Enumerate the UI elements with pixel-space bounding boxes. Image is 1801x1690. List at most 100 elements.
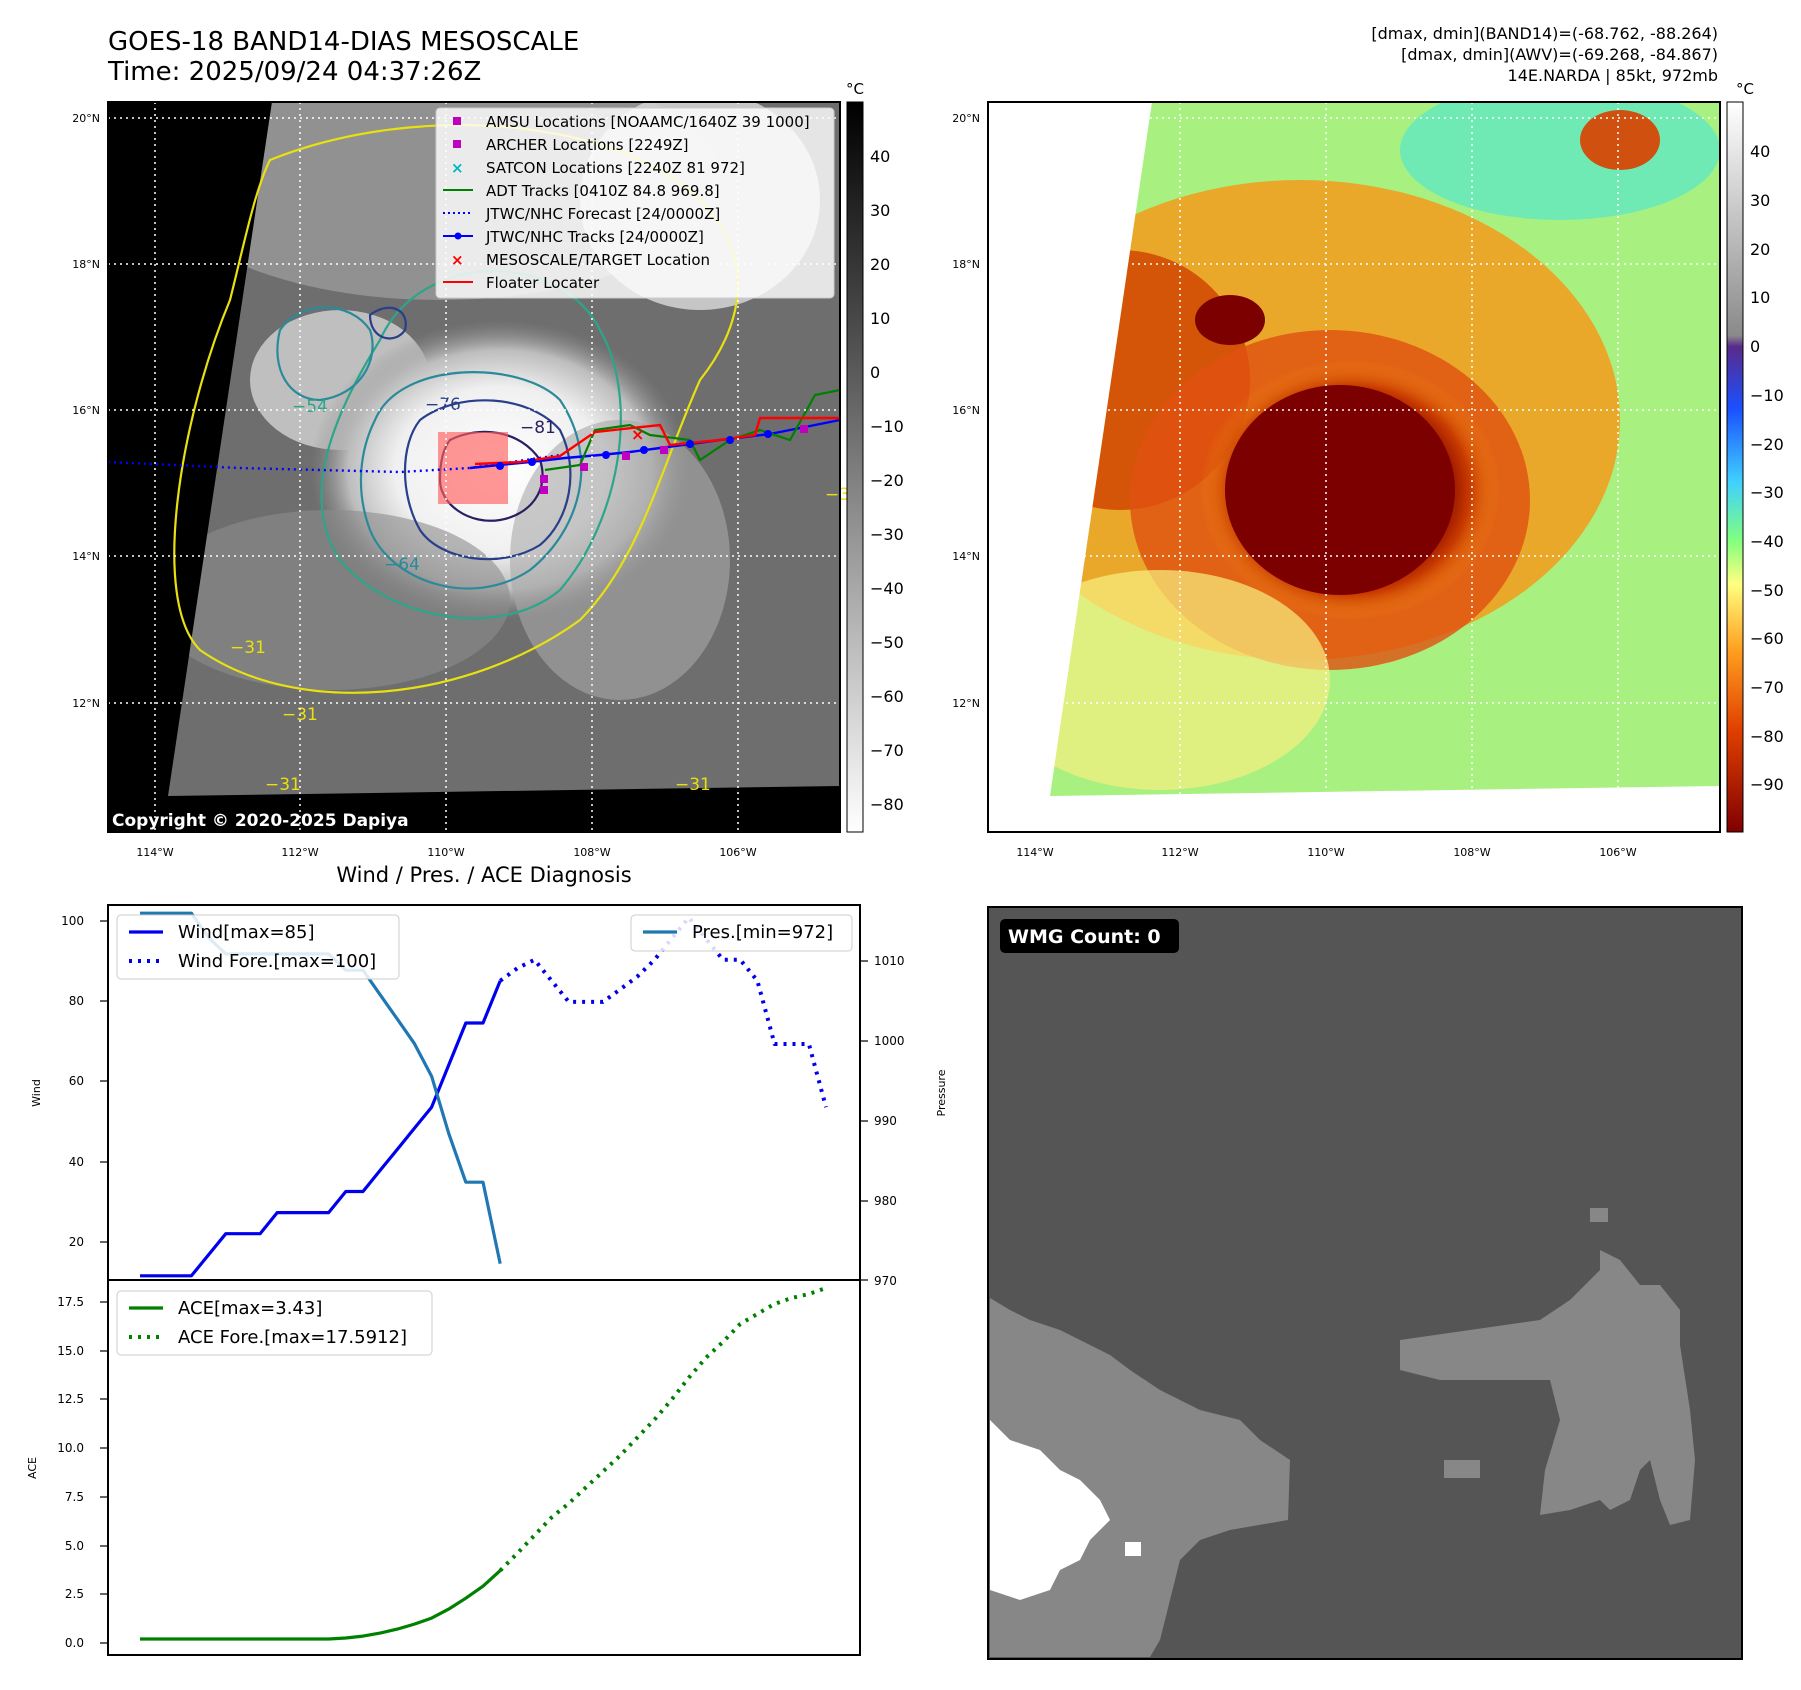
wmg-panel: WMG Count: 0 <box>987 906 1743 1660</box>
lat-label: 16°N <box>952 404 980 417</box>
lon-label: 110°W <box>1307 846 1344 859</box>
legend-label: AMSU Locations [NOAAMC/1640Z 39 1000] <box>486 113 810 131</box>
contour-label: −31 <box>265 775 301 795</box>
ace-tick: 7.5 <box>65 1490 84 1504</box>
band14-colorbar <box>846 101 864 833</box>
contour-label: −31 <box>230 638 266 658</box>
wind-tick: 80 <box>69 994 84 1008</box>
awv-imagery <box>1050 102 1720 796</box>
colorbar-tick: −30 <box>870 525 904 544</box>
colorbar-unit: °C <box>1736 80 1754 98</box>
contour-label: −76 <box>425 395 461 415</box>
info-line-2: [dmax, dmin](AWV)=(-69.268, -84.867) <box>1401 45 1718 64</box>
lon-label: 114°W <box>1016 846 1053 859</box>
left-map-lon-labels: 114°W 112°W 110°W 108°W 106°W <box>136 846 756 859</box>
track-lines: × <box>107 388 841 494</box>
wmg-count-badge <box>1000 919 1179 953</box>
legend-label: JTWC/NHC Forecast [24/0000Z] <box>485 205 720 223</box>
legend-marker-archer <box>453 140 461 148</box>
contour-west-core <box>368 306 407 340</box>
lat-label: 20°N <box>72 112 100 125</box>
legend-wind-fore-label: Wind Fore.[max=100] <box>178 951 376 972</box>
legend-ace-fore-label: ACE Fore.[max=17.5912] <box>178 1327 407 1348</box>
wind-legend: Wind[max=85] Wind Fore.[max=100] <box>116 914 400 980</box>
ace-tick: 5.0 <box>65 1539 84 1553</box>
colorbar-tick: 20 <box>870 255 890 274</box>
wind-legend-box <box>116 914 400 980</box>
colorbar-tick: −10 <box>870 417 904 436</box>
ace-legend-box <box>116 1290 433 1356</box>
colorbar-tick: −20 <box>870 471 904 490</box>
lon-label: 112°W <box>1161 846 1198 859</box>
legend-box <box>435 107 835 299</box>
band14-colorbar-ticks: 40 30 20 10 0 −10 −20 −30 −40 −50 −60 −7… <box>870 147 904 814</box>
target-x-marker: × <box>631 425 644 444</box>
ace-ticks: 17.5 15.0 12.5 10.0 7.5 5.0 2.5 0.0 <box>57 1295 84 1650</box>
band14-map: −81 −76 −64 −54 −31 −31 −31 −31 −31 × <box>72 80 904 859</box>
colorbar-unit: °C <box>846 80 864 98</box>
ace-legend: ACE[max=3.43] ACE Fore.[max=17.5912] <box>116 1290 433 1356</box>
pressure-tick: 990 <box>874 1114 897 1128</box>
awv-coldest-core <box>1225 385 1455 595</box>
pressure-ticks: 1010 1000 990 980 970 <box>874 954 905 1288</box>
rainband-east <box>510 420 730 700</box>
wind-tick: 60 <box>69 1074 84 1088</box>
colorbar-tick: −60 <box>1750 629 1784 648</box>
wind-tick: 40 <box>69 1155 84 1169</box>
map-legend: AMSU Locations [NOAAMC/1640Z 39 1000] AR… <box>435 107 835 299</box>
lon-label: 108°W <box>573 846 610 859</box>
lat-label: 18°N <box>952 258 980 271</box>
colorbar-tick: −20 <box>1750 435 1784 454</box>
title-line-1: GOES-18 BAND14-DIAS MESOSCALE <box>108 27 579 57</box>
legend-ace-label: ACE[max=3.43] <box>178 1298 322 1319</box>
legend-label: Floater Locater <box>486 274 600 292</box>
diagnosis-title: Wind / Pres. / ACE Diagnosis <box>336 863 631 887</box>
colorbar-tick: −10 <box>1750 386 1784 405</box>
legend-label: SATCON Locations [2240Z 81 972] <box>486 159 745 177</box>
wmg-count-label: WMG Count: 0 <box>1008 926 1161 948</box>
left-map-lat-labels: 20°N 18°N 16°N 14°N 12°N <box>72 112 100 710</box>
legend-pressure-label: Pres.[min=972] <box>692 922 833 943</box>
wind-ticks: 100 80 60 40 20 <box>61 914 84 1249</box>
lon-label: 112°W <box>281 846 318 859</box>
wind-series-line <box>140 980 502 1278</box>
adt-track-line <box>544 388 841 472</box>
wind-tick-marks <box>100 920 108 1243</box>
colorbar-tick: −80 <box>1750 727 1784 746</box>
ace-tick: 15.0 <box>57 1344 84 1358</box>
wmg-gray-cell <box>1590 1208 1608 1222</box>
lon-label: 106°W <box>719 846 756 859</box>
legend-label: MESOSCALE/TARGET Location <box>486 251 710 269</box>
colorbar-tick: 10 <box>1750 288 1770 307</box>
ace-axis-label: ACE <box>26 1457 39 1479</box>
pressure-axis-label: Pressure <box>935 1069 948 1116</box>
contour-minus64 <box>359 371 583 590</box>
jtwc-track-points <box>496 430 772 470</box>
right-map-lat-labels: 20°N 18°N 16°N 14°N 12°N <box>952 112 980 710</box>
copyright-text: Copyright © 2020-2025 Dapiya <box>112 811 409 831</box>
floater-locater-line <box>474 416 840 466</box>
pressure-tick: 1010 <box>874 954 905 968</box>
ace-series-line <box>140 1569 502 1641</box>
wmg-white-cell <box>1125 1542 1141 1556</box>
map-gridlines <box>988 102 1720 832</box>
right-map-lon-labels: 114°W 112°W 110°W 108°W 106°W <box>1016 846 1636 859</box>
contour-west-cluster <box>276 306 374 402</box>
pressure-legend: Pres.[min=972] <box>630 914 853 952</box>
legend-label: JTWC/NHC Tracks [24/0000Z] <box>485 228 704 246</box>
ace-tick: 2.5 <box>65 1587 84 1601</box>
map-frame <box>107 101 841 833</box>
colorbar-tick: −30 <box>1750 483 1784 502</box>
lat-label: 18°N <box>72 258 100 271</box>
colorbar-tick: 10 <box>870 309 890 328</box>
colorbar-tick: −50 <box>870 633 904 652</box>
ace-tick: 10.0 <box>57 1441 84 1455</box>
lon-label: 108°W <box>1453 846 1490 859</box>
contour-label: −64 <box>384 555 420 575</box>
colorbar-tick: −70 <box>1750 678 1784 697</box>
lat-label: 12°N <box>952 697 980 710</box>
colorbar-tick: −40 <box>1750 532 1784 551</box>
ace-tick: 12.5 <box>57 1392 84 1406</box>
legend-marker-amsu <box>453 117 461 125</box>
colorbar-tick: −40 <box>870 579 904 598</box>
